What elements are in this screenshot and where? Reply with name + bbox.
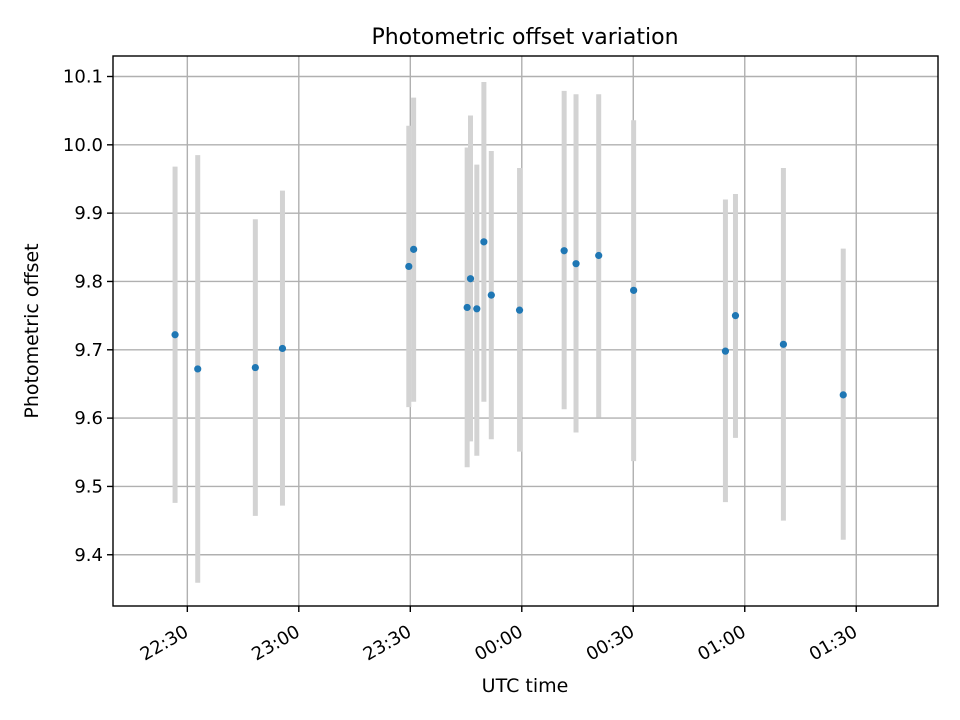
data-point bbox=[410, 245, 418, 253]
y-tick-label: 10.1 bbox=[63, 66, 103, 87]
y-tick-label: 9.8 bbox=[74, 271, 103, 292]
data-point bbox=[572, 260, 580, 268]
data-point bbox=[251, 363, 259, 372]
data-point bbox=[466, 275, 475, 283]
data-point bbox=[839, 391, 847, 399]
data-point bbox=[480, 238, 488, 246]
point-layer bbox=[171, 238, 847, 399]
data-point bbox=[463, 303, 471, 312]
data-point bbox=[731, 312, 740, 320]
y-tick-label: 9.4 bbox=[74, 545, 103, 566]
y-tick-label: 9.6 bbox=[74, 408, 103, 429]
y-axis-label: Photometric offset bbox=[21, 243, 43, 418]
y-tick-label: 9.5 bbox=[74, 476, 103, 497]
data-point bbox=[560, 247, 568, 255]
data-point bbox=[630, 286, 638, 294]
data-point bbox=[278, 344, 287, 353]
data-point bbox=[595, 251, 603, 260]
plot-frame bbox=[112, 55, 939, 607]
data-point bbox=[515, 306, 524, 314]
y-tick-label: 9.9 bbox=[74, 203, 103, 224]
data-point bbox=[721, 347, 730, 355]
data-point bbox=[779, 340, 788, 348]
data-point bbox=[171, 331, 179, 339]
data-point bbox=[405, 262, 413, 271]
x-axis-label: UTC time bbox=[482, 675, 569, 697]
chart-title: Photometric offset variation bbox=[371, 25, 678, 50]
data-point bbox=[473, 305, 481, 313]
y-tick-label: 10.0 bbox=[63, 135, 103, 156]
y-tick-label: 9.7 bbox=[74, 340, 103, 361]
data-point bbox=[194, 365, 202, 373]
data-point bbox=[487, 291, 495, 299]
